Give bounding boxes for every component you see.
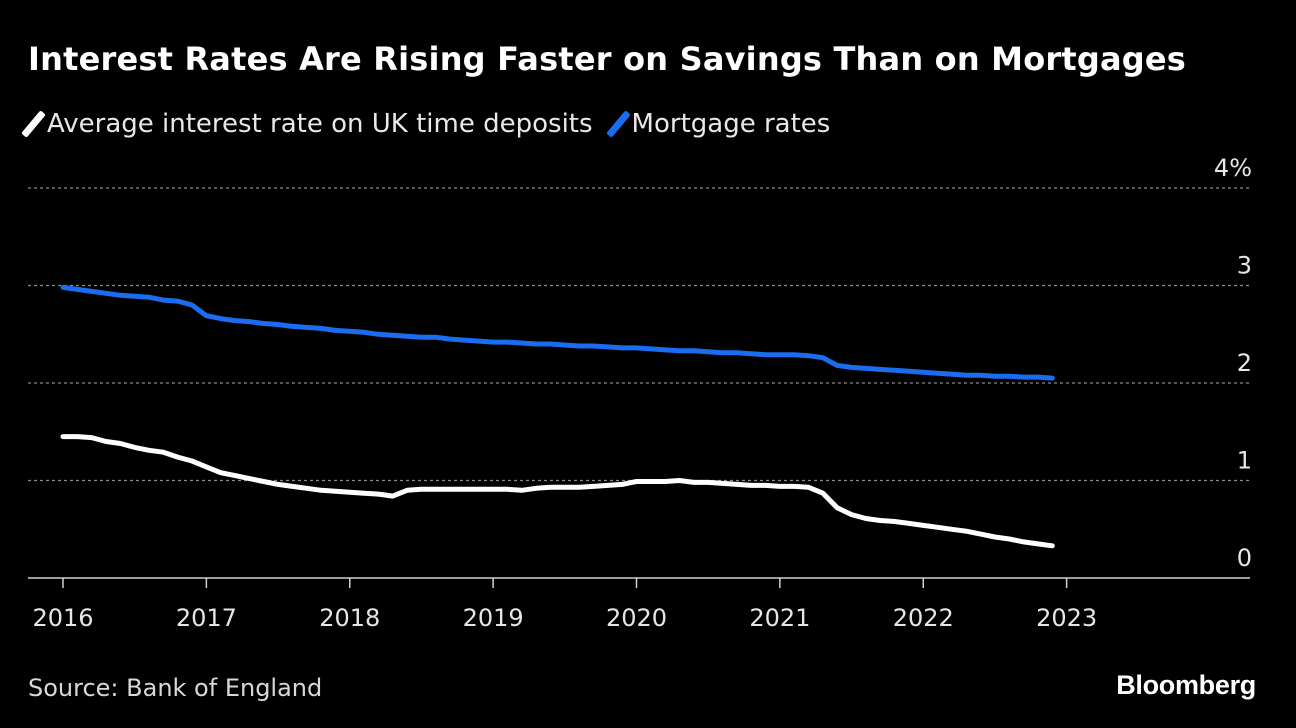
series-line-deposits: [60, 434, 1055, 549]
series-line-mortgage: [60, 284, 1055, 381]
y-tick-label-2: 2: [1237, 349, 1252, 377]
y-tick-label-4: 4%: [1214, 154, 1252, 182]
legend-item-deposits: Average interest rate on UK time deposit…: [21, 109, 593, 139]
y-tick-label-3: 3: [1237, 252, 1252, 280]
legend: Average interest rate on UK time deposit…: [21, 106, 846, 142]
x-tick-label-1: 2017: [176, 604, 237, 632]
legend-label-mortgage: Mortgage rates: [631, 109, 831, 139]
source-note: Source: Bank of England: [28, 674, 323, 702]
x-tick-label-0: 2016: [32, 604, 93, 632]
x-tick-label-5: 2021: [749, 604, 810, 632]
bloomberg-logo: Bloomberg: [1116, 670, 1256, 700]
x-tick-label-3: 2019: [463, 604, 524, 632]
legend-item-mortgage: Mortgage rates: [605, 109, 831, 139]
y-tick-label-1: 1: [1237, 447, 1252, 475]
chart-title: Interest Rates Are Rising Faster on Savi…: [28, 40, 1187, 78]
x-tick-label-7: 2023: [1036, 604, 1097, 632]
legend-label-deposits: Average interest rate on UK time deposit…: [47, 109, 593, 139]
x-tick-label-2: 2018: [319, 604, 380, 632]
y-tick-label-0: 0: [1237, 544, 1252, 572]
x-tick-label-6: 2022: [893, 604, 954, 632]
x-tick-label-4: 2020: [606, 604, 667, 632]
